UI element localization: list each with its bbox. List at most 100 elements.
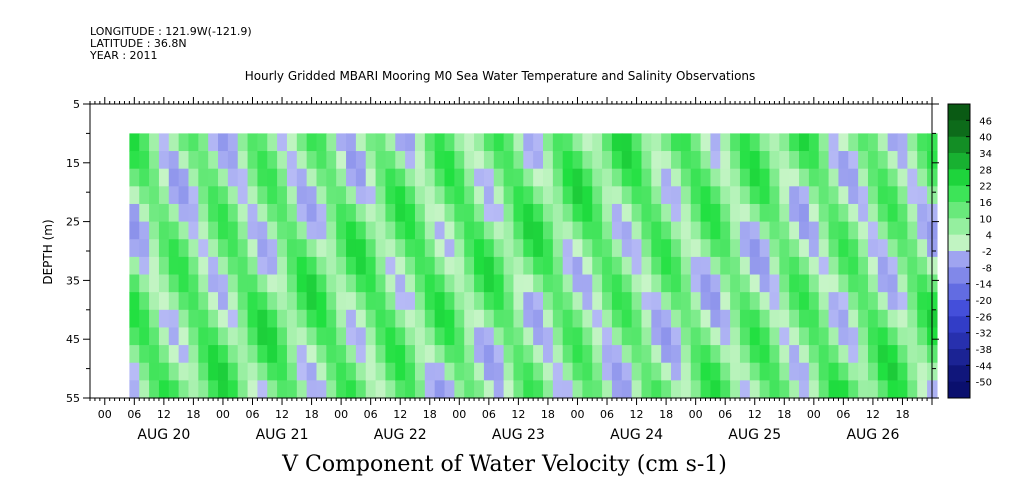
heatmap-cell: [552, 151, 564, 170]
heatmap-cell: [149, 274, 160, 293]
heatmap-cell: [395, 168, 406, 187]
x-tick-label: 00: [570, 408, 584, 421]
heatmap-cell: [720, 203, 731, 223]
heatmap-cell: [326, 203, 337, 223]
x-tick-label: 06: [127, 408, 141, 421]
colorbar-swatch: [948, 153, 970, 170]
heatmap-cell: [543, 133, 554, 152]
heatmap-cell: [611, 221, 623, 240]
heatmap-cell: [641, 133, 652, 152]
heatmap-cell: [779, 221, 790, 240]
heatmap-cell: [700, 362, 712, 381]
heatmap-cell: [296, 133, 308, 152]
heatmap-cell: [671, 221, 682, 240]
heatmap-cell: [611, 345, 623, 364]
heatmap-cell: [533, 256, 544, 276]
heatmap-cell: [720, 221, 731, 240]
heatmap-cell: [572, 345, 583, 364]
heatmap-cell: [739, 221, 751, 240]
x-date-label: AUG 25: [728, 427, 781, 443]
heatmap-cell: [267, 168, 278, 187]
heatmap-cell: [198, 186, 209, 205]
x-tick-label: 18: [305, 408, 319, 421]
heatmap-cell: [464, 133, 475, 152]
heatmap-cell: [848, 151, 859, 170]
heatmap-cell: [789, 327, 800, 346]
heatmap-cell: [247, 239, 259, 258]
heatmap-cell: [198, 327, 209, 346]
heatmap-cell: [592, 133, 603, 152]
heatmap-cell: [474, 221, 485, 240]
heatmap-cell: [198, 203, 209, 223]
heatmap-cell: [759, 274, 771, 293]
heatmap-cell: [424, 292, 436, 311]
heatmap-cell: [493, 256, 505, 276]
heatmap-cell: [789, 380, 800, 399]
heatmap-cell: [710, 327, 721, 346]
heatmap-cell: [149, 221, 160, 240]
heatmap-cell: [316, 151, 327, 170]
heatmap-cell: [355, 133, 367, 152]
heatmap-cell: [405, 380, 416, 399]
heatmap-cell: [346, 380, 357, 399]
heatmap-cell: [139, 327, 150, 346]
heatmap-cell: [237, 221, 249, 240]
heatmap-cell: [346, 274, 357, 293]
heatmap-cell: [503, 151, 515, 170]
heatmap-cell: [178, 309, 190, 329]
heatmap-cell: [296, 380, 308, 399]
x-tick-label: 12: [630, 408, 644, 421]
heatmap-cell: [730, 345, 741, 364]
colorbar-swatch: [948, 316, 970, 334]
heatmap-cell: [730, 151, 741, 170]
heatmap-cell: [227, 186, 239, 205]
heatmap-cell: [582, 151, 593, 170]
heatmap-cell: [414, 274, 426, 293]
heatmap-cell: [129, 345, 140, 364]
colorbar-tick-label: -20: [976, 296, 992, 307]
heatmap-cell: [808, 362, 820, 381]
heatmap-cell: [543, 309, 554, 329]
heatmap-cell: [877, 221, 889, 240]
heatmap-cell: [690, 380, 702, 399]
heatmap-cell: [365, 203, 377, 223]
heatmap-cell: [799, 203, 810, 223]
heatmap-cell: [513, 274, 524, 293]
heatmap-cell: [129, 151, 140, 170]
heatmap-cell: [493, 168, 505, 187]
heatmap-cell: [346, 345, 357, 364]
heatmap-cell: [464, 327, 475, 346]
heatmap-cell: [277, 133, 288, 152]
heatmap-cell: [661, 380, 672, 399]
heatmap-cell: [158, 203, 170, 223]
heatmap-cell: [286, 186, 298, 205]
heatmap-cell: [828, 327, 840, 346]
heatmap-cell: [592, 362, 603, 381]
heatmap-cell: [730, 203, 741, 223]
heatmap-cell: [661, 292, 672, 311]
heatmap-cell: [710, 151, 721, 170]
heatmap-cell: [621, 151, 633, 170]
heatmap-cell: [552, 186, 564, 205]
heatmap-cell: [769, 186, 780, 205]
heatmap-cell: [198, 345, 209, 364]
heatmap-cell: [424, 345, 436, 364]
heatmap-cell: [306, 327, 318, 346]
heatmap-cell: [267, 380, 278, 399]
heatmap-cell: [848, 186, 859, 205]
heatmap-cell: [641, 186, 652, 205]
heatmap-cell: [858, 292, 869, 311]
heatmap-cell: [838, 168, 849, 187]
heatmap-cell: [523, 274, 534, 293]
colorbar-tick-label: -8: [982, 263, 992, 274]
heatmap-cell: [267, 133, 278, 152]
heatmap-cell: [739, 203, 751, 223]
heatmap-cell: [621, 309, 633, 329]
heatmap-cell: [552, 256, 564, 276]
heatmap-cell: [198, 151, 209, 170]
heatmap-cell: [168, 362, 180, 381]
heatmap-cell: [346, 309, 357, 329]
heatmap-cell: [296, 186, 308, 205]
heatmap-cell: [867, 203, 879, 223]
heatmap-cell: [671, 362, 682, 381]
